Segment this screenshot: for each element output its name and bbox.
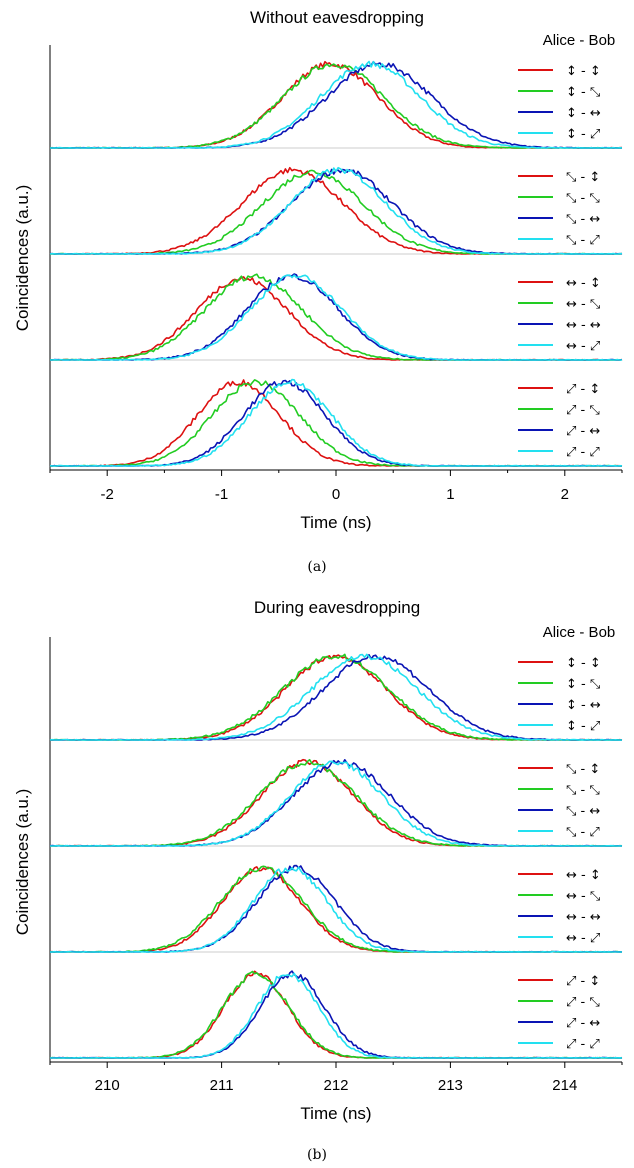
x-tick-label: 211 xyxy=(210,1077,234,1094)
series-line xyxy=(49,378,623,467)
legend-label: ↔ - ↕ xyxy=(566,868,601,883)
legend-header: Alice - Bob xyxy=(543,32,616,49)
chart-without-eavesdropping: Without eavesdropping Alice - Bob Coinci… xyxy=(13,8,623,575)
series-line xyxy=(49,273,623,361)
legend-label: ⤡ - ↔ xyxy=(566,804,600,819)
series-line xyxy=(50,273,623,361)
series-line xyxy=(49,653,622,741)
series-line xyxy=(50,758,623,847)
x-tick-label: 214 xyxy=(552,1077,577,1094)
legend-label: ↕ - ↕ xyxy=(566,64,601,79)
legend-header: Alice - Bob xyxy=(543,624,616,641)
legend-label: ⤡ - ↕ xyxy=(566,762,600,777)
x-tick-label: -2 xyxy=(101,486,114,503)
legend-label: ⤡ - ⤢ xyxy=(566,825,600,840)
series-line xyxy=(50,866,622,953)
legend-label: ↔ - ⤡ xyxy=(566,889,601,904)
series-line xyxy=(50,169,623,255)
figure-caption: (b) xyxy=(307,1147,327,1163)
legend-label: ⤡ - ⤡ xyxy=(566,783,600,798)
x-axis-label: Time (ns) xyxy=(300,513,371,532)
legend-label: ↕ - ⤢ xyxy=(566,719,600,734)
series-line xyxy=(49,759,623,847)
legend-label: ↔ - ↔ xyxy=(566,910,601,925)
legend-label: ⤡ - ⤢ xyxy=(566,233,600,248)
figure-caption: (a) xyxy=(307,559,326,575)
legend-label: ↔ - ⤢ xyxy=(566,339,600,354)
legend-label: ↕ - ⤡ xyxy=(566,677,601,692)
series-line xyxy=(50,970,622,1059)
legend-label: ⤢ - ↔ xyxy=(566,1016,600,1031)
y-axis-label: Coincidences (a.u.) xyxy=(13,185,32,331)
legend-label: ↔ - ⤡ xyxy=(566,297,601,312)
legend-label: ⤢ - ↔ xyxy=(566,424,600,439)
legend-label: ↔ - ↕ xyxy=(566,276,601,291)
legend-label: ↔ - ↔ xyxy=(566,318,601,333)
series-line xyxy=(50,60,623,149)
legend-label: ↔ - ⤢ xyxy=(566,931,600,946)
x-tick-label: 213 xyxy=(438,1077,463,1094)
series-line xyxy=(50,866,622,953)
legend-label: ⤡ - ↔ xyxy=(566,212,600,227)
plot-area: -2 -1 0 1 2 ↕ - ↕ ↕ - ⤡ ↕ - ↔ ↕ - ⤢ ⤡ - ↕ ⤡ - ⤡ ⤡ -… xyxy=(49,45,623,503)
legend-label: ⤢ - ⤢ xyxy=(566,1037,600,1052)
legend-label: ↕ - ↔ xyxy=(566,106,601,121)
plot-area: 210 211 212 213 214 ↕ - ↕ ↕ - ⤡ ↕ - ↔ ↕ - ⤢ ⤡ - ↕… xyxy=(49,637,623,1094)
x-tick-label: 1 xyxy=(446,486,454,503)
legend-label: ⤢ - ⤡ xyxy=(566,403,600,418)
series-line xyxy=(49,758,622,847)
y-axis-label: Coincidences (a.u.) xyxy=(13,789,32,935)
x-tick-label: 210 xyxy=(95,1077,120,1094)
x-tick-label: 0 xyxy=(332,486,340,503)
x-tick-label: 212 xyxy=(323,1077,348,1094)
legend-label: ⤡ - ↕ xyxy=(566,170,600,185)
legend-label: ↕ - ⤢ xyxy=(566,127,600,142)
series-line xyxy=(50,972,623,1059)
legend-label: ⤢ - ↕ xyxy=(566,382,600,397)
legend-label: ⤡ - ⤡ xyxy=(566,191,600,206)
series-line xyxy=(50,60,622,149)
series-line xyxy=(50,760,623,847)
series-line xyxy=(49,970,623,1059)
series-line xyxy=(49,276,623,361)
legend-label: ↕ - ↕ xyxy=(566,656,601,671)
x-tick-label: -1 xyxy=(215,486,228,503)
chart-title: During eavesdropping xyxy=(254,598,420,617)
series-line xyxy=(49,970,623,1059)
x-tick-label: 2 xyxy=(561,486,569,503)
legend-label: ↕ - ⤡ xyxy=(566,85,601,100)
series-line xyxy=(49,63,623,149)
legend-label: ⤢ - ⤡ xyxy=(566,995,600,1010)
series-line xyxy=(49,865,622,953)
chart-title: Without eavesdropping xyxy=(250,8,424,27)
x-axis-label: Time (ns) xyxy=(300,1104,371,1123)
legend-label: ⤢ - ↕ xyxy=(566,974,600,989)
legend-label: ⤢ - ⤢ xyxy=(566,445,600,460)
series-line xyxy=(49,166,623,255)
legend-label: ↕ - ↔ xyxy=(566,698,601,713)
series-line xyxy=(50,274,622,361)
chart-during-eavesdropping: During eavesdropping Alice - Bob Coincid… xyxy=(13,598,623,1163)
series-line xyxy=(49,60,623,149)
